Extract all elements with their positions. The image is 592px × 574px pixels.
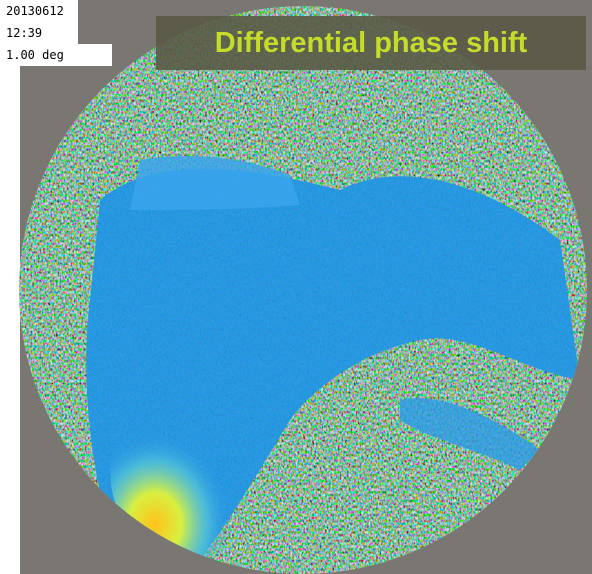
time-label: 12:39: [0, 22, 78, 44]
radar-image: [0, 0, 592, 574]
title: Differential phase shift: [156, 16, 586, 70]
date-label: 20130612: [0, 0, 78, 22]
radar-view: 20130612 12:39 1.00 deg Differential pha…: [0, 0, 592, 574]
elevation-label: 1.00 deg: [0, 44, 112, 66]
radar-disk: [19, 6, 587, 574]
